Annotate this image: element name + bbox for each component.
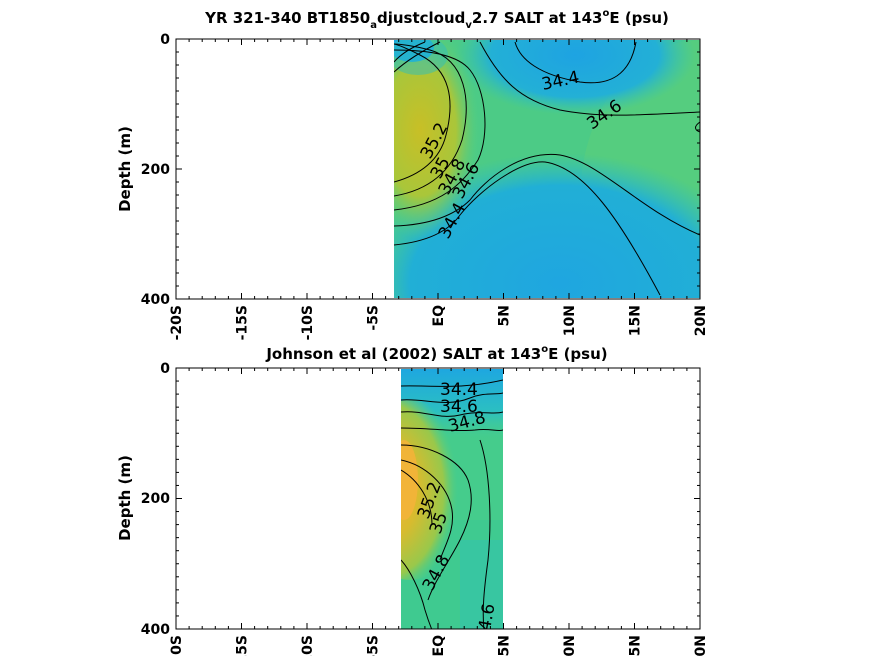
x-tick-label: EQ [431, 635, 447, 656]
x-tick-label: -15S [235, 635, 251, 656]
panel-2-y-axis-label: Depth (m) [116, 455, 134, 541]
x-tick-label: -10S [300, 635, 316, 656]
panel-2-x-tick-labels: -20S -15S -10S -5S EQ 5N 10N 15N 20N [169, 635, 709, 656]
contour-label: 34.4 [440, 380, 478, 400]
y-tick-label: 400 [141, 292, 170, 308]
panel-2-heatmap: 34.4 34.6 34.8 35.2 35 34.8 34.6 [401, 369, 503, 629]
y-tick-label: 400 [141, 622, 170, 638]
x-tick-label: 10N [562, 635, 578, 656]
panel-1: YR 321-340 BT1850adjustcloudv2.7 SALT at… [116, 8, 709, 340]
x-tick-label: 20N [693, 305, 709, 336]
panel-2-y-tick-labels: 0 200 400 [141, 361, 170, 638]
x-tick-label: -5S [366, 305, 382, 331]
panel-1-ticks [175, 38, 701, 300]
panel-1-x-tick-labels: -20S -15S -10S -5S EQ 5N 10N 15N 20N [169, 305, 709, 340]
panel-1-contours [394, 41, 700, 296]
panel-2-ticks [175, 367, 701, 630]
x-tick-label: -5S [366, 635, 382, 656]
panel-1-y-axis-label: Depth (m) [116, 126, 134, 212]
x-tick-label: 5N [497, 305, 513, 326]
panel-1-title: YR 321-340 BT1850adjustcloudv2.7 SALT at… [204, 8, 669, 31]
x-tick-label: -10S [300, 305, 316, 340]
y-tick-label: 0 [160, 32, 170, 48]
x-tick-label: 5N [497, 635, 513, 656]
panel-1-heatmap: 34.4 34.6 35.2 35 34.8 34.6 34.4 [394, 40, 700, 298]
x-tick-label: 15N [628, 305, 644, 336]
x-tick-label: -15S [235, 305, 251, 340]
x-tick-label: EQ [431, 305, 447, 327]
panel-2-contours [401, 379, 503, 629]
y-tick-label: 200 [141, 162, 170, 178]
contour-label: 34.6 [440, 397, 478, 417]
panel-2: Johnson et al (2002) SALT at 143oE (psu) [116, 344, 709, 656]
x-tick-label: 20N [693, 635, 709, 656]
y-tick-label: 200 [141, 491, 170, 507]
x-tick-label: -20S [169, 305, 185, 340]
x-tick-label: -20S [169, 635, 185, 656]
x-tick-label: 15N [628, 635, 644, 656]
y-tick-label: 0 [160, 361, 170, 377]
panel-2-title: Johnson et al (2002) SALT at 143oE (psu) [265, 344, 607, 363]
panel-1-y-tick-labels: 0 200 400 [141, 32, 170, 308]
x-tick-label: 10N [562, 305, 578, 336]
